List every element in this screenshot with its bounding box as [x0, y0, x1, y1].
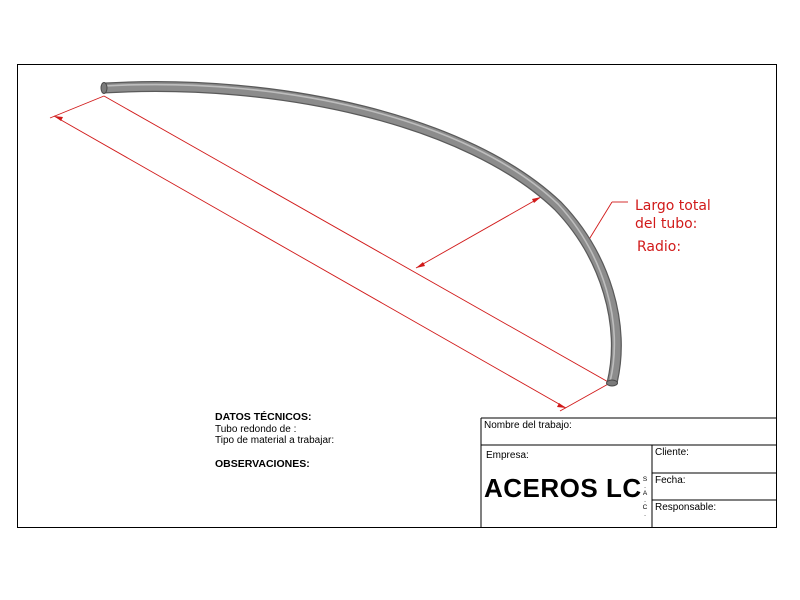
client-label: Cliente: — [655, 447, 689, 458]
arrowhead — [416, 262, 425, 268]
tube-body — [103, 82, 621, 385]
tube-end-left — [100, 82, 108, 94]
job-name-label: Nombre del trabajo: — [484, 420, 572, 431]
extension-line-right — [559, 382, 611, 412]
company-label: Empresa: — [486, 450, 529, 461]
chord-line — [103, 95, 611, 384]
tube-end-right — [606, 379, 618, 387]
drawing-border — [17, 64, 777, 528]
company-suffix: S.A.C. — [642, 476, 648, 518]
tube-outline — [103, 81, 622, 385]
arrowhead — [54, 116, 63, 121]
material-type-label: Tipo de material a trabajar: — [215, 435, 335, 446]
extension-line-left — [49, 95, 105, 119]
length-label-line1: Largo total — [635, 198, 711, 214]
observations-heading: OBSERVACIONES: — [215, 458, 310, 470]
responsible-label: Responsable: — [655, 502, 717, 513]
curved-tube — [103, 81, 622, 385]
title-block-grid — [480, 417, 776, 528]
radius-dimension-line — [415, 196, 542, 269]
arrowhead — [532, 197, 541, 203]
radius-label: Radio: — [637, 239, 682, 255]
date-label: Fecha: — [655, 475, 686, 486]
length-label-line2: del tubo: — [635, 216, 698, 232]
technical-data-heading: DATOS TÉCNICOS: — [215, 411, 312, 423]
dimension-arrows — [54, 116, 590, 408]
length-dimension-line — [53, 115, 567, 409]
dimension-lines — [49, 95, 628, 412]
tube-highlight — [103, 83, 616, 383]
company-name: ACEROS LC — [484, 473, 642, 503]
tube-spec-label: Tubo redondo de : — [215, 424, 297, 435]
arrowhead — [557, 403, 566, 408]
